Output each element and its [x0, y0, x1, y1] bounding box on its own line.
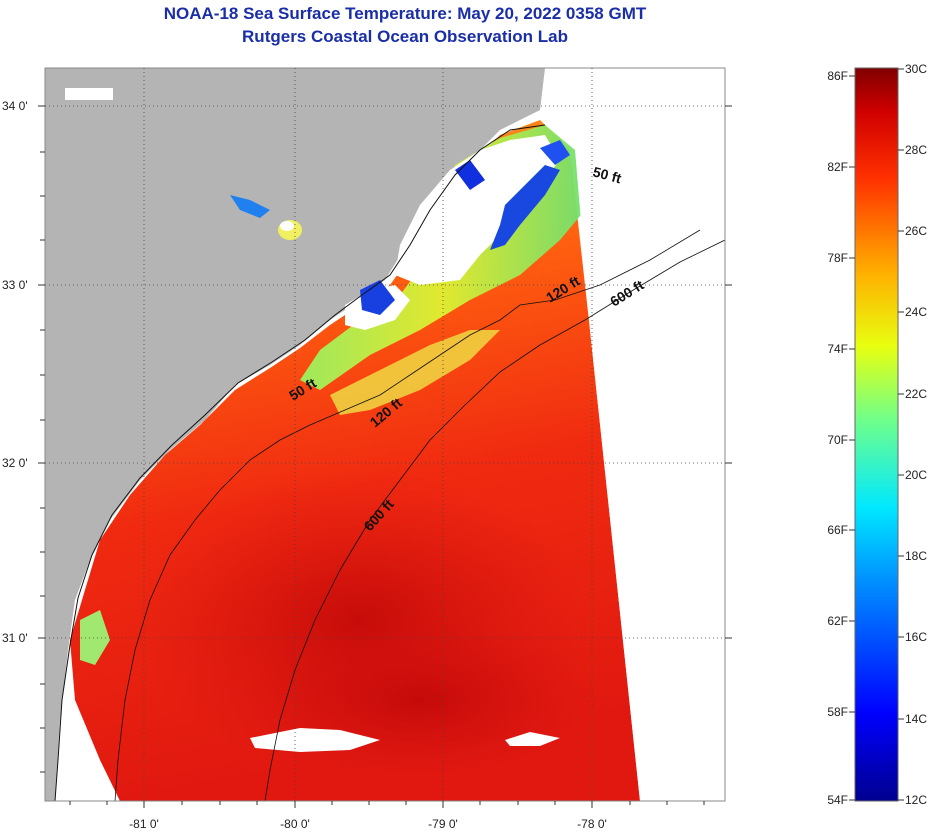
colorbar-f-label: 54F — [827, 793, 848, 807]
colorbar-f-label: 86F — [827, 69, 848, 83]
lat-label: 33 0' — [2, 278, 28, 292]
colorbar-c-label: 20C — [905, 468, 927, 482]
lon-label: -78 0' — [577, 817, 607, 831]
colorbar-c-label: 18C — [905, 549, 927, 563]
graticule — [45, 68, 725, 801]
colorbar-f-label: 70F — [827, 433, 848, 447]
colorbar-f-label: 62F — [827, 614, 848, 628]
sst-image — [45, 68, 725, 801]
map-frame — [44, 67, 726, 802]
colorbar-f-label: 58F — [827, 705, 848, 719]
map-title: NOAA-18 Sea Surface Temperature: May 20,… — [163, 4, 647, 23]
lon-label: -81 0' — [129, 817, 159, 831]
axis-ticks — [38, 105, 732, 808]
lon-label: -80 0' — [280, 817, 310, 831]
colorbar-ticks — [849, 68, 904, 801]
lon-label: -79 0' — [428, 817, 458, 831]
land-mass — [45, 68, 545, 801]
contour-120ft — [114, 229, 701, 801]
lat-label: 34 0' — [2, 99, 28, 113]
colorbar-c-label: 26C — [905, 224, 927, 238]
colorbar-c-label: 12C — [905, 793, 927, 807]
colorbar-c-label: 24C — [905, 305, 927, 319]
lat-label: 31 0' — [2, 631, 28, 645]
colorbar-f-label: 82F — [827, 160, 848, 174]
lat-label: 32 0' — [2, 456, 28, 470]
contour-label-50ft: 50 ft — [591, 163, 623, 186]
colorbar-f-label: 78F — [827, 251, 848, 265]
colorbar-c-label: 30C — [905, 62, 927, 76]
colorbar-c-label: 14C — [905, 712, 927, 726]
colorbar-c-label: 16C — [905, 630, 927, 644]
colorbar-c-label: 28C — [905, 143, 927, 157]
contour-600ft — [264, 239, 725, 801]
colorbar-c-label: 22C — [905, 387, 927, 401]
coastline — [54, 124, 546, 801]
map-subtitle: Rutgers Coastal Ocean Observation Lab — [242, 27, 568, 46]
colorbar-f-label: 66F — [827, 523, 848, 537]
colorbar-f-label: 74F — [827, 342, 848, 356]
color-bar — [854, 67, 899, 802]
